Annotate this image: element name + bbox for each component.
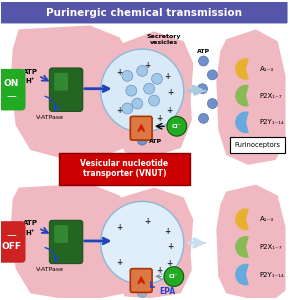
Text: ATP: ATP bbox=[23, 220, 38, 226]
FancyBboxPatch shape bbox=[49, 68, 83, 111]
Circle shape bbox=[164, 267, 184, 286]
Circle shape bbox=[199, 56, 209, 66]
FancyBboxPatch shape bbox=[0, 221, 26, 263]
Circle shape bbox=[199, 113, 209, 123]
Circle shape bbox=[101, 201, 184, 284]
Text: +: + bbox=[166, 106, 172, 115]
Wedge shape bbox=[235, 208, 249, 230]
Polygon shape bbox=[11, 184, 134, 298]
FancyBboxPatch shape bbox=[230, 137, 284, 153]
Text: Cl⁻: Cl⁻ bbox=[169, 274, 179, 279]
Text: +: + bbox=[116, 258, 123, 267]
Text: OFF: OFF bbox=[2, 242, 22, 251]
Circle shape bbox=[148, 95, 160, 106]
Polygon shape bbox=[11, 26, 134, 158]
Text: A₁₋₃: A₁₋₃ bbox=[260, 66, 274, 72]
Text: +: + bbox=[116, 68, 123, 77]
Circle shape bbox=[152, 74, 162, 84]
Text: +: + bbox=[168, 242, 174, 251]
Polygon shape bbox=[191, 36, 230, 158]
Polygon shape bbox=[216, 184, 286, 298]
Circle shape bbox=[197, 84, 207, 94]
Text: —: — bbox=[7, 91, 17, 100]
Circle shape bbox=[137, 65, 148, 76]
Circle shape bbox=[144, 83, 155, 94]
Circle shape bbox=[132, 98, 143, 109]
Text: Vesicular nucleotide
transporter (VNUT): Vesicular nucleotide transporter (VNUT) bbox=[80, 159, 168, 178]
FancyBboxPatch shape bbox=[54, 73, 68, 91]
FancyBboxPatch shape bbox=[54, 225, 68, 243]
Text: +: + bbox=[164, 72, 170, 81]
Text: +: + bbox=[166, 259, 172, 268]
Text: EPA: EPA bbox=[159, 287, 175, 296]
Circle shape bbox=[122, 70, 133, 81]
Text: V-ATPase: V-ATPase bbox=[36, 116, 64, 120]
Text: P2X₁₋₇: P2X₁₋₇ bbox=[260, 244, 282, 250]
Text: +: + bbox=[156, 114, 162, 123]
Circle shape bbox=[126, 85, 137, 96]
Text: ATP: ATP bbox=[197, 49, 210, 54]
Text: +: + bbox=[136, 116, 142, 125]
Wedge shape bbox=[235, 236, 249, 258]
Polygon shape bbox=[115, 188, 197, 298]
Polygon shape bbox=[115, 32, 197, 158]
Wedge shape bbox=[235, 111, 249, 133]
Text: Cl⁻: Cl⁻ bbox=[172, 124, 182, 129]
Polygon shape bbox=[191, 191, 230, 298]
Text: P2Y₁₋₁₄: P2Y₁₋₁₄ bbox=[260, 119, 284, 125]
Text: P2Y₁₋₁₄: P2Y₁₋₁₄ bbox=[260, 272, 284, 278]
Text: +: + bbox=[136, 268, 142, 277]
Text: Purinergic chemical transmission: Purinergic chemical transmission bbox=[46, 8, 242, 18]
Circle shape bbox=[137, 287, 147, 297]
Wedge shape bbox=[235, 58, 249, 80]
Circle shape bbox=[101, 49, 184, 132]
FancyBboxPatch shape bbox=[130, 268, 152, 292]
Text: Secretory
vesicles: Secretory vesicles bbox=[147, 34, 181, 45]
Text: ON: ON bbox=[4, 79, 19, 88]
Text: H⁺: H⁺ bbox=[26, 78, 35, 84]
Text: P2X₁₋₇: P2X₁₋₇ bbox=[260, 93, 282, 99]
FancyBboxPatch shape bbox=[49, 220, 83, 264]
Text: V-ATPase: V-ATPase bbox=[36, 267, 64, 272]
Text: —: — bbox=[7, 230, 17, 240]
Wedge shape bbox=[235, 85, 249, 106]
Text: +: + bbox=[168, 88, 174, 97]
FancyBboxPatch shape bbox=[59, 153, 190, 184]
Circle shape bbox=[207, 70, 217, 80]
Text: Purinoceptors: Purinoceptors bbox=[234, 142, 280, 148]
Circle shape bbox=[122, 103, 133, 114]
FancyBboxPatch shape bbox=[130, 116, 152, 140]
FancyBboxPatch shape bbox=[1, 2, 288, 23]
Circle shape bbox=[167, 116, 187, 136]
FancyBboxPatch shape bbox=[0, 69, 26, 110]
Text: +: + bbox=[144, 217, 150, 226]
Text: H⁺: H⁺ bbox=[26, 230, 35, 236]
Wedge shape bbox=[235, 264, 249, 286]
Text: ATP: ATP bbox=[23, 69, 38, 75]
Circle shape bbox=[137, 135, 147, 145]
Text: +: + bbox=[156, 266, 162, 275]
Text: +: + bbox=[144, 61, 150, 70]
Polygon shape bbox=[216, 29, 286, 165]
Text: +: + bbox=[164, 226, 170, 236]
Text: ATP: ATP bbox=[149, 139, 162, 144]
Text: +: + bbox=[116, 106, 123, 115]
Circle shape bbox=[207, 99, 217, 109]
Text: A₁₋₃: A₁₋₃ bbox=[260, 216, 274, 222]
Text: +: + bbox=[116, 223, 123, 232]
